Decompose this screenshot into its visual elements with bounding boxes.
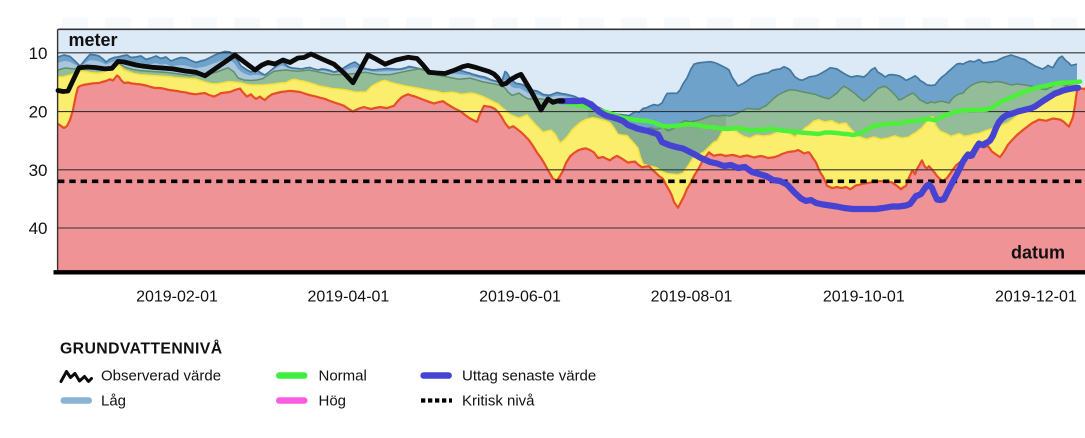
svg-text:Uttag senaste värde: Uttag senaste värde xyxy=(462,368,596,385)
svg-text:Kritisk nivå: Kritisk nivå xyxy=(462,393,535,410)
svg-text:2019-08-01: 2019-08-01 xyxy=(651,289,733,306)
svg-text:datum: datum xyxy=(1011,243,1065,263)
svg-text:meter: meter xyxy=(69,30,118,50)
svg-text:2019-02-01: 2019-02-01 xyxy=(136,289,218,306)
svg-text:2019-04-01: 2019-04-01 xyxy=(307,289,389,306)
svg-text:20: 20 xyxy=(29,103,48,122)
svg-text:2019-10-01: 2019-10-01 xyxy=(823,289,905,306)
svg-text:Hög: Hög xyxy=(319,393,347,410)
svg-text:30: 30 xyxy=(29,161,48,180)
svg-text:Observerad värde: Observerad värde xyxy=(101,368,221,385)
svg-text:10: 10 xyxy=(29,44,48,63)
svg-text:2019-12-01: 2019-12-01 xyxy=(995,289,1077,306)
svg-text:Normal: Normal xyxy=(319,368,367,385)
svg-text:Låg: Låg xyxy=(101,393,126,410)
svg-text:40: 40 xyxy=(29,219,48,238)
svg-text:2019-06-01: 2019-06-01 xyxy=(479,289,561,306)
svg-text:GRUNDVATTENNIVÅ: GRUNDVATTENNIVÅ xyxy=(60,339,223,358)
